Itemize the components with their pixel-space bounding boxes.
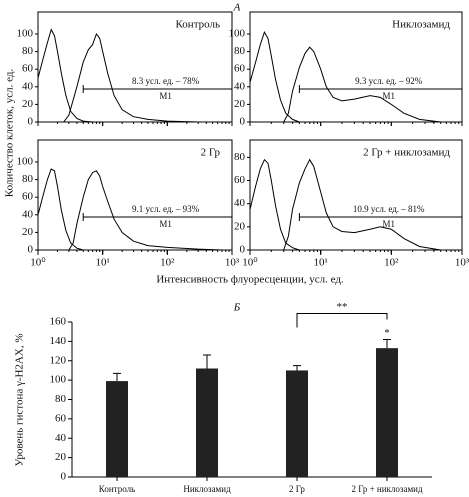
plot-frame — [249, 139, 463, 251]
panel-title: Никлозамид — [392, 19, 450, 31]
x-tick-label: 2 Гр — [289, 484, 305, 494]
x-axis-label: Интенсивность флуоресценции, усл. ед. — [156, 274, 344, 286]
y-tick-label: 120 — [50, 354, 67, 366]
y-axis-label: Количество клеток, усл. ед. — [4, 69, 16, 198]
y-tick-label: 40 — [22, 80, 34, 92]
gate-name: M1 — [382, 219, 395, 229]
y-tick-label: 20 — [22, 98, 34, 110]
x-tick-label: 10³ — [225, 257, 240, 269]
gate-label: 9.1 усл. ед. – 93% — [132, 204, 200, 214]
y-tick-label: 20 — [22, 226, 34, 238]
gate-marker — [298, 213, 463, 221]
plot-frame — [249, 11, 463, 123]
plot-frame — [37, 139, 233, 251]
histogram-line — [37, 168, 84, 251]
y-tick-label: 100 — [17, 156, 34, 168]
y-tick-label: 40 — [22, 208, 34, 220]
y-tick-label: 80 — [234, 45, 246, 57]
significance-label: * — [384, 327, 390, 339]
x-tick-label: 2 Гр + никлозамид — [351, 484, 423, 494]
significance-label: ** — [337, 301, 348, 313]
significance-bracket — [296, 312, 388, 328]
bar — [376, 348, 398, 477]
panel-title: 2 Гр — [201, 147, 221, 159]
panel-label: Б — [233, 302, 241, 314]
panel-title: Контроль — [176, 19, 220, 31]
y-tick-label: 80 — [55, 393, 67, 405]
gate-name: M1 — [159, 91, 172, 101]
y-tick-label: 0 — [61, 471, 67, 483]
panel-title: 2 Гр + никлозамид — [363, 147, 450, 159]
x-tick-label: Контроль — [99, 484, 135, 494]
y-tick-label: 40 — [234, 80, 246, 92]
histogram-line — [249, 158, 300, 251]
y-tick-label: 20 — [55, 451, 67, 463]
bar — [286, 370, 308, 477]
x-tick-label: 10⁰ — [30, 257, 46, 269]
y-tick-label: 100 — [17, 28, 34, 40]
y-tick-label: 60 — [22, 63, 34, 75]
y-tick-label: 160 — [50, 316, 67, 328]
x-tick-label: 10² — [160, 257, 175, 269]
panel-label: А — [233, 2, 241, 14]
y-tick-label: 40 — [234, 197, 246, 209]
bar — [106, 381, 128, 477]
y-tick-label: 0 — [240, 116, 246, 128]
x-tick-label: Никлозамид — [183, 484, 231, 494]
gate-label: 8.3 усл. ед. – 78% — [132, 76, 200, 86]
gate-marker — [298, 85, 463, 93]
error-bar — [383, 338, 391, 349]
histogram-line — [283, 158, 441, 251]
x-tick-label: 10⁰ — [242, 257, 258, 269]
y-tick-label: 140 — [50, 335, 67, 347]
gate-label: 9.3 усл. ед. – 92% — [355, 76, 423, 86]
histogram-line — [37, 28, 93, 123]
y-tick-label: 100 — [229, 28, 246, 40]
y-axis-label: Уровень гистона γ-H2AX, % — [14, 334, 26, 467]
histogram-line — [283, 46, 441, 123]
y-tick-label: 20 — [234, 220, 246, 232]
y-tick-label: 80 — [22, 45, 34, 57]
plot-frame — [37, 11, 233, 123]
gate-name: M1 — [159, 219, 172, 229]
y-tick-label: 80 — [22, 173, 34, 185]
y-tick-label: 60 — [234, 63, 246, 75]
x-tick-label: 10¹ — [314, 257, 328, 269]
gate-label: 10.9 усл. ед. – 81% — [353, 204, 425, 214]
y-tick-label: 20 — [234, 98, 246, 110]
y-tick-label: 0 — [28, 244, 34, 256]
bar — [196, 368, 218, 477]
x-tick-label: 10³ — [455, 257, 469, 269]
gate-marker — [82, 213, 233, 221]
gate-name: M1 — [382, 91, 395, 101]
error-bar — [113, 372, 121, 382]
y-tick-label: 0 — [240, 244, 246, 256]
histogram-line — [68, 170, 223, 251]
y-tick-label: 60 — [55, 412, 67, 424]
error-bar — [293, 365, 301, 371]
error-bar — [203, 354, 211, 369]
y-tick-label: 0 — [28, 116, 34, 128]
histogram-line — [249, 30, 300, 123]
y-tick-label: 60 — [234, 174, 246, 186]
gate-marker — [82, 85, 233, 93]
histogram-line — [63, 32, 199, 123]
y-tick-label: 60 — [22, 191, 34, 203]
x-tick-label: 10¹ — [96, 257, 110, 269]
y-tick-label: 40 — [55, 432, 67, 444]
y-tick-label: 100 — [50, 374, 67, 386]
y-tick-label: 80 — [234, 151, 246, 163]
x-tick-label: 10² — [384, 257, 399, 269]
